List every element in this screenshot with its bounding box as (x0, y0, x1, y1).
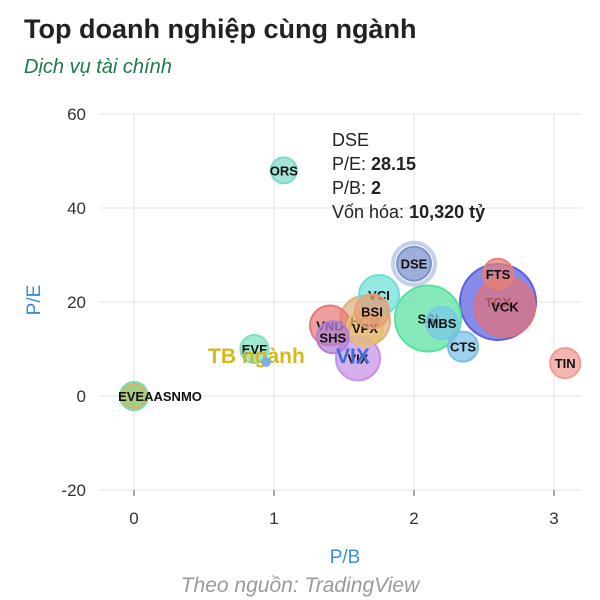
bubble-circle[interactable] (482, 257, 514, 290)
bubble-label: MBS (428, 316, 457, 331)
x-tick-label: 1 (269, 509, 278, 528)
bubble-label: DSE (401, 257, 428, 272)
bubble-tin[interactable]: TIN (549, 347, 582, 380)
source-note: Theo nguồn: TradingView (180, 574, 420, 597)
bubble-circle[interactable] (549, 347, 582, 380)
bubble-label: CTS (450, 340, 476, 355)
bubble-circle[interactable] (315, 320, 350, 355)
bubble-circle[interactable] (269, 156, 298, 185)
grid-lines (100, 113, 582, 491)
tooltip-name: DSE (332, 130, 369, 150)
hover-ring (391, 240, 437, 287)
bubble-circle[interactable] (123, 385, 145, 407)
bubble-nmo[interactable] (123, 385, 145, 407)
bubble-label: TIN (555, 356, 576, 371)
bubble-vix[interactable]: VIX (335, 335, 381, 382)
bubble-label: EVF (242, 342, 267, 357)
bubble-bsi[interactable]: BSI (354, 293, 390, 330)
tooltip-pe: P/E: 28.15 (332, 154, 416, 174)
bubble-cts[interactable]: CTS (447, 330, 479, 363)
y-tick-label: 0 (77, 387, 86, 406)
y-tick-label: 40 (67, 199, 86, 218)
bubble-ors[interactable]: ORS (269, 156, 299, 185)
bubble-label: SHS (319, 330, 346, 345)
bubble-circle[interactable] (239, 334, 270, 364)
bubble-evf[interactable]: EVF (239, 334, 270, 364)
bubble-circle[interactable] (447, 330, 479, 363)
chart-title: Top doanh nghiệp cùng ngành (24, 14, 417, 44)
bubble-circle[interactable] (425, 306, 459, 341)
tooltip-pb: P/B: 2 (332, 178, 381, 198)
bubble-label: VCK (491, 300, 519, 315)
origin-labels: EVEAASNMO (118, 389, 202, 404)
bubble-shs[interactable]: SHS (315, 320, 350, 355)
chart-subtitle: Dịch vụ tài chính (24, 56, 172, 78)
tooltip: DSE P/E: 28.15 P/B: 2 Vốn hóa: 10,320 tỷ (332, 130, 485, 222)
bubble-circle[interactable] (354, 293, 390, 330)
vix-highlight-label: VIX (336, 345, 370, 368)
y-axis-label: P/E (24, 285, 45, 316)
average-dot (261, 357, 271, 367)
y-tick-label: -20 (61, 481, 86, 500)
bubble-label: ORS (270, 163, 299, 178)
bubbles[interactable]: TCXSSIVCKHCMVIXVCIVNDVPXDSEBSISHSMBSFTSC… (118, 156, 582, 411)
x-axis-label: P/B (330, 547, 361, 568)
bubble-label: BSI (361, 304, 383, 319)
bubble-label: FTS (486, 267, 511, 282)
y-tick-label: 20 (67, 293, 86, 312)
industry-average-label: TB ngành (208, 345, 305, 368)
y-tick-label: 60 (67, 105, 86, 124)
x-tick-label: 3 (549, 509, 558, 528)
bubble-label: VIX (348, 351, 369, 366)
bubble-dse[interactable]: DSE (396, 245, 432, 282)
x-tick-label: 0 (129, 509, 138, 528)
bubble-mbs[interactable]: MBS (425, 306, 459, 341)
bubble-fts[interactable]: FTS (482, 257, 514, 290)
x-tick-label: 2 (409, 509, 418, 528)
reference-marks: TB ngành VIX (208, 345, 370, 368)
bubble-circle[interactable] (396, 245, 432, 282)
axis-ticks: 0 1 2 3 60 40 20 0 -20 (61, 105, 558, 528)
tooltip-market-cap: Vốn hóa: 10,320 tỷ (332, 202, 485, 222)
